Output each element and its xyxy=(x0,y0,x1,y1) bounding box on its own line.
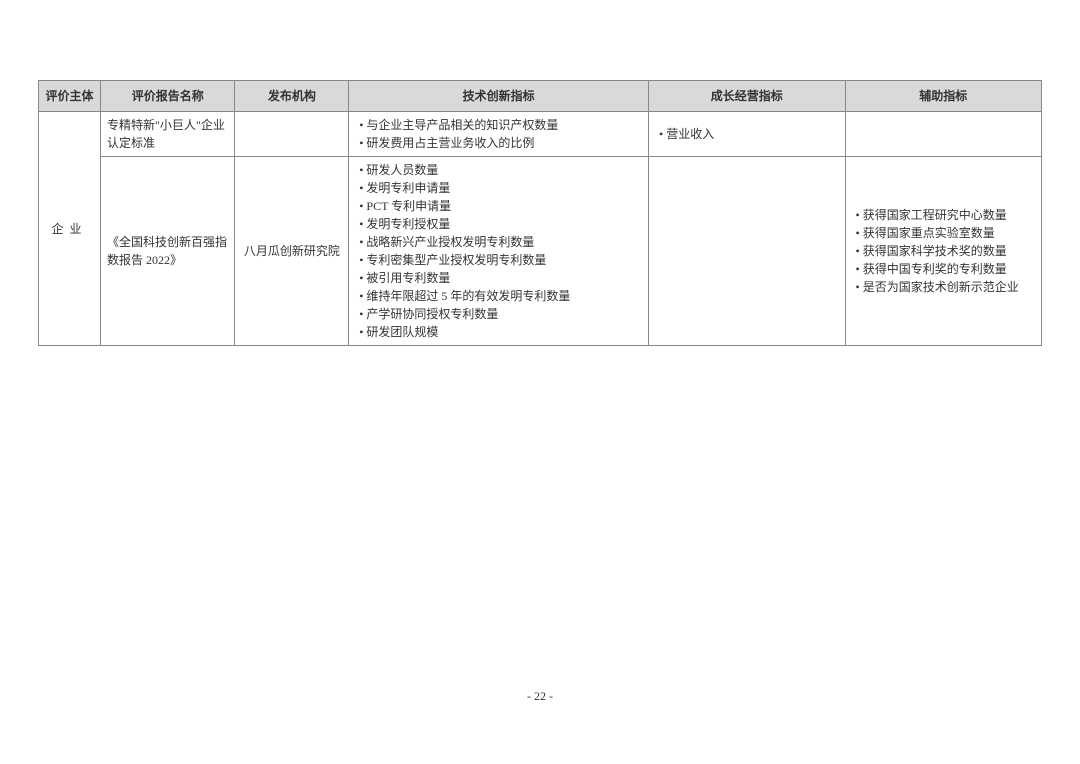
header-aux: 辅助指标 xyxy=(845,81,1042,112)
page-content: 评价主体 评价报告名称 发布机构 技术创新指标 成长经营指标 辅助指标 企业 专… xyxy=(0,0,1080,346)
tech-list: 研发人员数量发明专利申请量PCT 专利申请量发明专利授权量战略新兴产业授权发明专… xyxy=(355,161,642,341)
list-item: 研发团队规模 xyxy=(359,323,642,341)
list-item: 与企业主导产品相关的知识产权数量 xyxy=(359,116,642,134)
list-item: 获得国家工程研究中心数量 xyxy=(856,206,1036,224)
list-item: 发明专利申请量 xyxy=(359,179,642,197)
list-item: 研发人员数量 xyxy=(359,161,642,179)
cell-tech: 研发人员数量发明专利申请量PCT 专利申请量发明专利授权量战略新兴产业授权发明专… xyxy=(349,157,649,346)
aux-list: 获得国家工程研究中心数量获得国家重点实验室数量获得国家科学技术奖的数量获得中国专… xyxy=(852,206,1036,296)
cell-subject: 企业 xyxy=(39,112,101,346)
list-item: 获得国家重点实验室数量 xyxy=(856,224,1036,242)
header-report: 评价报告名称 xyxy=(101,81,235,112)
cell-report: 《全国科技创新百强指数报告 2022》 xyxy=(101,157,235,346)
cell-growth xyxy=(649,157,845,346)
list-item: 获得中国专利奖的专利数量 xyxy=(856,260,1036,278)
cell-org xyxy=(235,112,349,157)
list-item: 获得国家科学技术奖的数量 xyxy=(856,242,1036,260)
tech-list: 与企业主导产品相关的知识产权数量研发费用占主营业务收入的比例 xyxy=(355,116,642,152)
list-item: 研发费用占主营业务收入的比例 xyxy=(359,134,642,152)
list-item: 产学研协同授权专利数量 xyxy=(359,305,642,323)
page-number: - 22 - xyxy=(0,689,1080,704)
cell-org: 八月瓜创新研究院 xyxy=(235,157,349,346)
growth-list: 营业收入 xyxy=(655,125,838,143)
list-item: 专利密集型产业授权发明专利数量 xyxy=(359,251,642,269)
cell-report: 专精特新"小巨人"企业认定标准 xyxy=(101,112,235,157)
header-subject: 评价主体 xyxy=(39,81,101,112)
list-item: 是否为国家技术创新示范企业 xyxy=(856,278,1036,296)
list-item: 战略新兴产业授权发明专利数量 xyxy=(359,233,642,251)
cell-growth: 营业收入 xyxy=(649,112,845,157)
list-item: 被引用专利数量 xyxy=(359,269,642,287)
list-item: 维持年限超过 5 年的有效发明专利数量 xyxy=(359,287,642,305)
table-row: 《全国科技创新百强指数报告 2022》 八月瓜创新研究院 研发人员数量发明专利申… xyxy=(39,157,1042,346)
list-item: 营业收入 xyxy=(659,125,838,143)
indicator-table: 评价主体 评价报告名称 发布机构 技术创新指标 成长经营指标 辅助指标 企业 专… xyxy=(38,80,1042,346)
cell-aux xyxy=(845,112,1042,157)
table-row: 企业 专精特新"小巨人"企业认定标准 与企业主导产品相关的知识产权数量研发费用占… xyxy=(39,112,1042,157)
cell-tech: 与企业主导产品相关的知识产权数量研发费用占主营业务收入的比例 xyxy=(349,112,649,157)
list-item: PCT 专利申请量 xyxy=(359,197,642,215)
list-item: 发明专利授权量 xyxy=(359,215,642,233)
table-header-row: 评价主体 评价报告名称 发布机构 技术创新指标 成长经营指标 辅助指标 xyxy=(39,81,1042,112)
header-org: 发布机构 xyxy=(235,81,349,112)
cell-aux: 获得国家工程研究中心数量获得国家重点实验室数量获得国家科学技术奖的数量获得中国专… xyxy=(845,157,1042,346)
header-tech: 技术创新指标 xyxy=(349,81,649,112)
header-growth: 成长经营指标 xyxy=(649,81,845,112)
